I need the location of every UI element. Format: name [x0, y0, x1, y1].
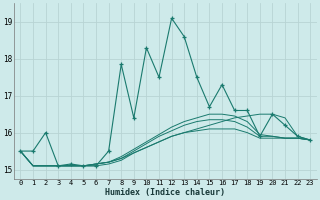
X-axis label: Humidex (Indice chaleur): Humidex (Indice chaleur) [105, 188, 225, 197]
